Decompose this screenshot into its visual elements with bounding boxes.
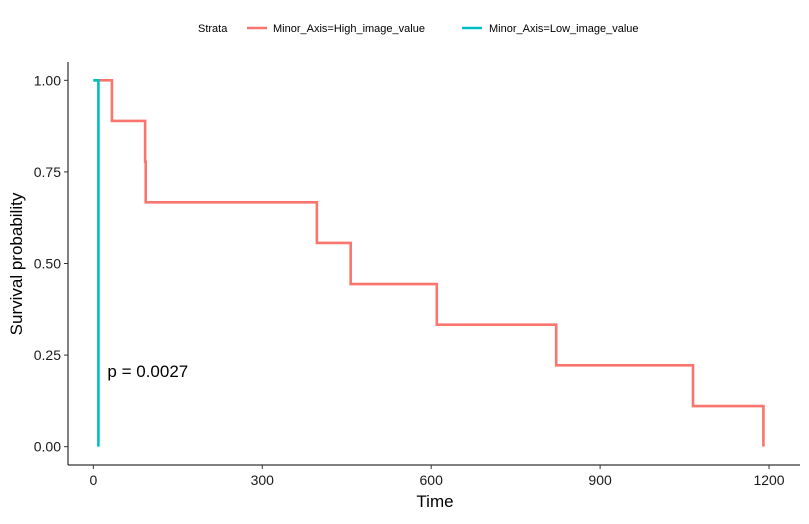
y-tick-label: 0.75 <box>34 164 61 180</box>
axes: 0.00 0.25 0.50 0.75 1.00 0 300 600 900 1200 <box>34 62 800 488</box>
legend-label-high: Minor_Axis=High_image_value <box>273 23 425 35</box>
y-tick-label: 1.00 <box>34 72 61 88</box>
p-value-annotation: p = 0.0027 <box>107 362 188 381</box>
y-axis-title: Survival probability <box>7 192 26 335</box>
x-axis-title: Time <box>416 492 453 511</box>
y-tick-label: 0.25 <box>34 347 61 363</box>
legend-label-low: Minor_Axis=Low_image_value <box>489 23 639 35</box>
x-axis-ticks: 0 300 600 900 1200 <box>89 465 785 488</box>
y-axis-ticks: 0.00 0.25 0.50 0.75 1.00 <box>34 72 68 455</box>
y-tick-label: 0.00 <box>34 439 61 455</box>
x-tick-label: 900 <box>588 472 612 488</box>
legend-title: Strata <box>198 23 228 35</box>
series-line-low <box>93 79 100 447</box>
legend: Strata Minor_Axis=High_image_value Minor… <box>198 23 639 35</box>
y-tick-label: 0.50 <box>34 256 61 272</box>
series-layer <box>93 79 765 447</box>
series-line-high <box>93 79 765 447</box>
x-tick-label: 0 <box>89 472 97 488</box>
x-tick-label: 300 <box>251 472 275 488</box>
x-tick-label: 600 <box>420 472 444 488</box>
x-tick-label: 1200 <box>753 472 784 488</box>
